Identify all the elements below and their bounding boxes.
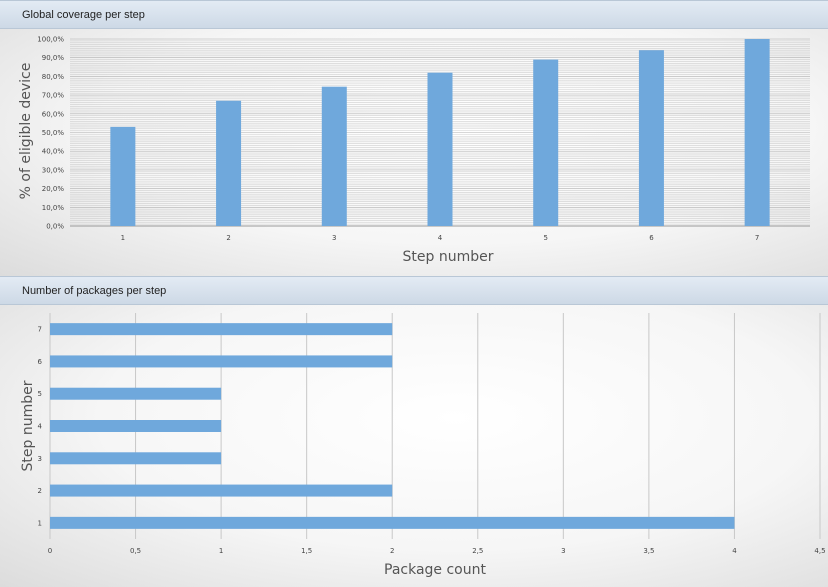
bar-step-1 — [50, 516, 735, 529]
x-tick-label: 4 — [732, 547, 737, 555]
x-tick-label: 5 — [543, 234, 547, 242]
x-tick-label: 3 — [561, 547, 565, 555]
coverage-panel-title: Global coverage per step — [22, 9, 145, 21]
bar-step-3 — [321, 86, 347, 226]
packages-panel-title: Number of packages per step — [22, 285, 167, 297]
x-tick-label: 2,5 — [472, 547, 483, 555]
y-tick-label: 0,0% — [46, 223, 64, 231]
bar-step-3 — [50, 452, 222, 465]
y-axis-title: % of eligible device — [18, 63, 34, 200]
coverage-chart: 0,0% 10,0% 20,0% 30,0% 40,0% 50,0% 60,0% 70,0% 8… — [18, 36, 810, 265]
x-axis-title: Package count — [384, 562, 486, 578]
coverage-panel-header: Global coverage per step — [0, 0, 828, 29]
x-tick-label: 7 — [755, 234, 759, 242]
bar-step-2 — [216, 100, 242, 226]
y-tick-label: 100,0% — [37, 36, 64, 44]
x-tick-label: 3,5 — [643, 547, 654, 555]
bar-step-6 — [50, 355, 393, 368]
bar-step-7 — [744, 39, 770, 226]
y-tick-label: 7 — [38, 326, 42, 334]
y-tick-label: 90,0% — [42, 54, 65, 62]
bar-step-6 — [638, 50, 664, 226]
y-tick-label: 60,0% — [42, 110, 65, 118]
y-tick-label: 1 — [38, 519, 42, 527]
x-tick-label: 3 — [332, 234, 336, 242]
y-tick-label: 6 — [38, 358, 43, 366]
x-tick-label: 0 — [48, 547, 52, 555]
y-tick-label: 10,0% — [42, 204, 65, 212]
y-tick-label: 4 — [38, 423, 43, 431]
y-axis-title: Step number — [20, 380, 36, 471]
y-tick-label: 5 — [38, 390, 42, 398]
y-tick-label: 80,0% — [42, 73, 65, 81]
x-tick-label: 2 — [390, 547, 394, 555]
y-tick-label: 50,0% — [42, 129, 65, 137]
bar-step-5 — [533, 59, 559, 226]
x-tick-label: 4,5 — [814, 547, 825, 555]
packages-chart: 1 2 3 4 5 6 7 0 0,5 1 1,5 2 2,5 3 3,5 4 4,5 Package cou… — [20, 313, 826, 578]
y-tick-label: 40,0% — [42, 148, 65, 156]
x-tick-label: 1 — [121, 234, 125, 242]
x-tick-label: 6 — [649, 234, 654, 242]
bar-step-4 — [427, 72, 453, 226]
bar-step-1 — [110, 126, 136, 226]
y-tick-label: 70,0% — [42, 92, 65, 100]
packages-chart-area: 1 2 3 4 5 6 7 0 0,5 1 1,5 2 2,5 3 3,5 4 4,5 Package cou… — [0, 305, 828, 587]
packages-panel-header: Number of packages per step — [0, 276, 828, 305]
y-tick-label: 30,0% — [42, 166, 65, 174]
x-tick-label: 1 — [219, 547, 223, 555]
x-tick-label: 2 — [226, 234, 230, 242]
x-tick-label: 0,5 — [130, 547, 141, 555]
bar-step-2 — [50, 484, 393, 497]
y-tick-label: 2 — [38, 487, 42, 495]
x-tick-label: 4 — [438, 234, 443, 242]
y-tick-label: 3 — [38, 455, 42, 463]
bar-step-7 — [50, 323, 393, 336]
x-tick-label: 1,5 — [301, 547, 312, 555]
bar-step-5 — [50, 387, 222, 400]
coverage-chart-area: 0,0% 10,0% 20,0% 30,0% 40,0% 50,0% 60,0% 70,0% 8… — [0, 29, 828, 276]
y-tick-label: 20,0% — [42, 185, 65, 193]
x-axis-title: Step number — [403, 249, 494, 265]
bar-step-4 — [50, 420, 222, 432]
